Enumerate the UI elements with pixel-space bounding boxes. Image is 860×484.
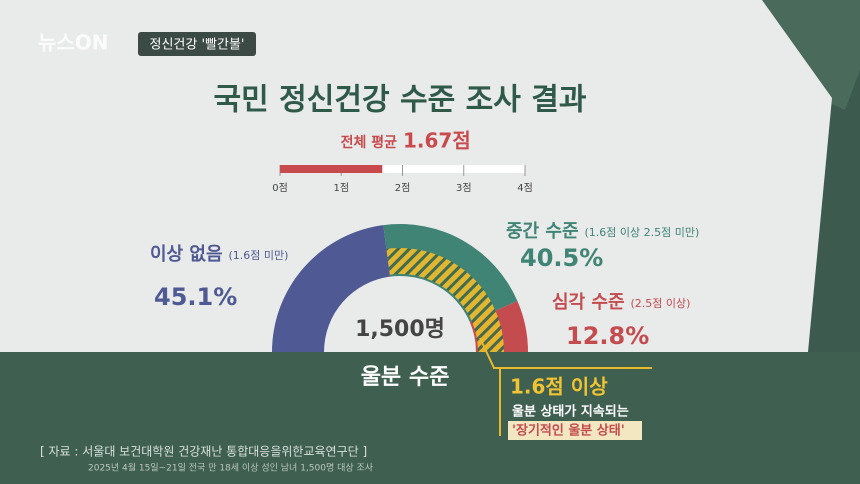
annotation-line-1: 울분 상태가 지속되는 <box>512 404 629 420</box>
paper <box>0 0 832 352</box>
bar-value-label: 1.67점 <box>403 129 471 153</box>
legend-note: (1.6점 이상 2.5점 미만) <box>585 226 700 239</box>
caption: 울분 수준 <box>361 365 450 390</box>
x-tick-label: 2점 <box>395 182 411 194</box>
value-label: 40.5% <box>520 244 603 272</box>
source-detail: 2025년 4월 15일~21일 전국 만 18세 이상 성인 남녀 1,500… <box>88 462 374 474</box>
annotation-title: 1.6점 이상 <box>510 375 608 399</box>
value-label: 12.8% <box>566 322 649 350</box>
legend-label: 심각 수준 <box>552 292 625 313</box>
annotation-line <box>479 337 652 369</box>
annotation-highlight <box>508 421 642 440</box>
tag: 정신건강 '빨간불' <box>150 38 245 53</box>
legend-label: 이상 없음 <box>150 244 223 265</box>
tag-box <box>138 32 256 56</box>
x-tick-label: 0점 <box>272 182 288 194</box>
center-label: 1,500명 <box>355 317 445 342</box>
x-tick-label: 1점 <box>333 182 349 194</box>
bar <box>280 165 383 173</box>
logo: 뉴스ON <box>38 31 109 55</box>
pie-slice <box>272 225 391 352</box>
x-tick-label: 3점 <box>456 182 472 194</box>
hatched-band <box>386 248 504 352</box>
title: 국민 정신건강 수준 조사 결과 <box>214 83 587 118</box>
x-tick-label: 4점 <box>517 182 533 194</box>
legend-note: (1.6점 미만) <box>229 249 289 262</box>
value-label: 45.1% <box>154 283 237 311</box>
legend-label: 중간 수준 <box>506 221 579 242</box>
legend-note: (2.5점 이상) <box>631 297 691 310</box>
bottom-band <box>0 352 860 484</box>
bar-title: 전체 평균 <box>341 134 398 151</box>
source: [ 자료 : 서울대 보건대학원 건강재난 통합대응을위한교육연구단 ] <box>40 445 367 459</box>
annotation-line-2: '장기적인 울분 상태' <box>512 423 625 439</box>
